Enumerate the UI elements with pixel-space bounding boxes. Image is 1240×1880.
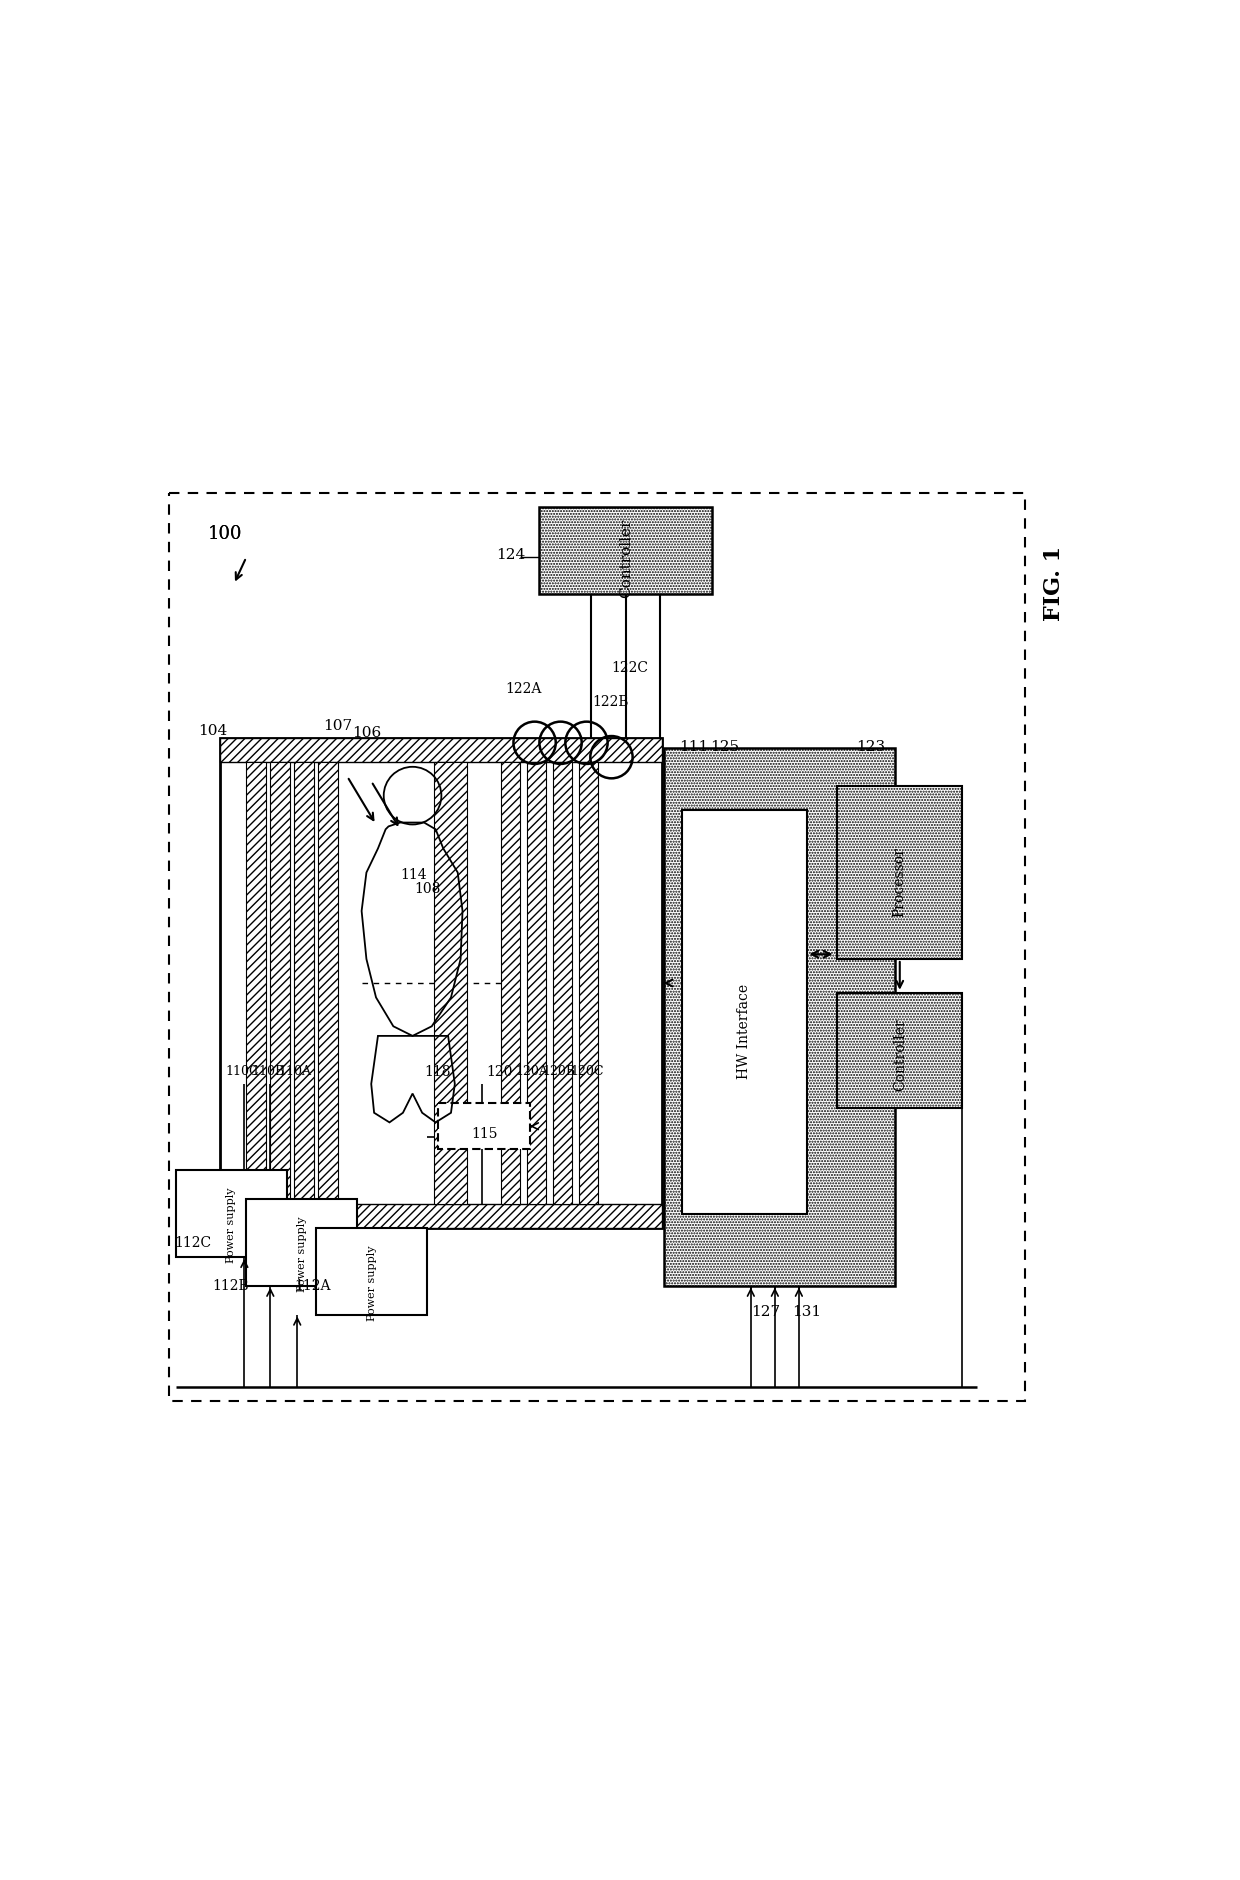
- Text: 120A: 120A: [516, 1064, 548, 1077]
- Text: Power supply: Power supply: [227, 1188, 237, 1263]
- Bar: [539, 508, 713, 594]
- Bar: [501, 761, 521, 1203]
- Text: 100: 100: [208, 525, 242, 543]
- Bar: [434, 761, 467, 1203]
- Text: 112C: 112C: [174, 1235, 211, 1250]
- Text: Power supply: Power supply: [367, 1245, 377, 1320]
- Bar: [837, 993, 962, 1107]
- Text: 100: 100: [208, 525, 242, 543]
- Text: Controller: Controller: [619, 519, 632, 598]
- Bar: [176, 1171, 286, 1258]
- Bar: [527, 761, 546, 1203]
- Text: 112B: 112B: [213, 1278, 249, 1293]
- Text: 120: 120: [486, 1064, 513, 1079]
- Bar: [247, 761, 265, 1203]
- Text: 120C: 120C: [570, 1064, 604, 1077]
- Text: 122C: 122C: [611, 662, 649, 675]
- Text: 122B: 122B: [593, 696, 629, 709]
- Text: 120B: 120B: [542, 1064, 575, 1077]
- Text: FIG. 1: FIG. 1: [1043, 545, 1064, 620]
- Text: HW Interface: HW Interface: [737, 983, 751, 1079]
- Text: 122A: 122A: [506, 682, 542, 696]
- Text: 115: 115: [471, 1126, 497, 1141]
- Bar: [316, 1228, 427, 1314]
- Text: 106: 106: [352, 726, 381, 741]
- Text: 112A: 112A: [294, 1278, 331, 1293]
- Text: 104: 104: [198, 724, 227, 737]
- Text: 110A: 110A: [278, 1064, 311, 1077]
- Text: 118: 118: [424, 1064, 450, 1079]
- Bar: [221, 739, 662, 761]
- Text: 127: 127: [751, 1305, 780, 1320]
- Bar: [221, 1203, 662, 1228]
- Bar: [170, 493, 1024, 1401]
- Bar: [579, 761, 598, 1203]
- Text: 110C: 110C: [226, 1064, 259, 1077]
- Bar: [270, 761, 290, 1203]
- Bar: [665, 748, 895, 1286]
- Bar: [294, 761, 314, 1203]
- Bar: [319, 761, 337, 1203]
- Bar: [221, 739, 662, 1228]
- Text: 125: 125: [711, 741, 739, 754]
- Text: 107: 107: [324, 718, 352, 733]
- Text: 131: 131: [792, 1305, 821, 1320]
- Text: 111: 111: [678, 741, 708, 754]
- Bar: [682, 810, 806, 1214]
- Text: Power supply: Power supply: [296, 1216, 306, 1292]
- Text: 108: 108: [414, 882, 441, 897]
- Text: 123: 123: [857, 741, 885, 754]
- Bar: [553, 761, 572, 1203]
- Text: Controller: Controller: [893, 1019, 906, 1092]
- Bar: [439, 1104, 529, 1149]
- Text: Processor: Processor: [893, 848, 906, 917]
- Text: 124: 124: [496, 547, 526, 562]
- Text: 110B: 110B: [250, 1064, 284, 1077]
- Bar: [837, 786, 962, 959]
- Text: 114: 114: [401, 869, 427, 882]
- Bar: [247, 1199, 357, 1286]
